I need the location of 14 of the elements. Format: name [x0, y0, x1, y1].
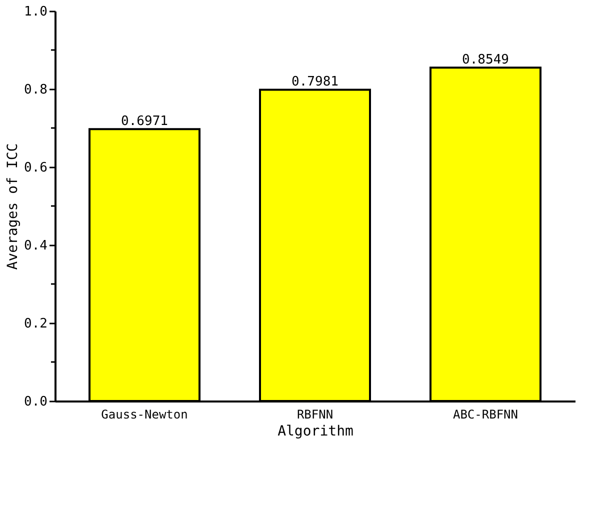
y-tick-label: 0.6 — [24, 160, 48, 176]
x-tick-label: RBFNN — [296, 408, 334, 422]
x-tick-label: ABC-RBFNN — [452, 408, 518, 422]
data-label: 0.8549 — [462, 52, 509, 68]
y-tick-label: 0.2 — [24, 316, 48, 332]
y-tick-label: 0.0 — [24, 394, 48, 410]
y-tick-label: 0.8 — [24, 82, 48, 98]
data-label: 0.7981 — [292, 74, 338, 90]
x-tick-label: Gauss-Newton — [101, 408, 188, 422]
y-tick-label: 1.0 — [24, 4, 48, 20]
y-axis-title: Averages of ICC — [5, 143, 22, 270]
data-label: 0.6971 — [121, 114, 168, 130]
x-axis-title: Algorithm — [278, 424, 354, 440]
y-tick-label: 0.4 — [24, 238, 48, 254]
